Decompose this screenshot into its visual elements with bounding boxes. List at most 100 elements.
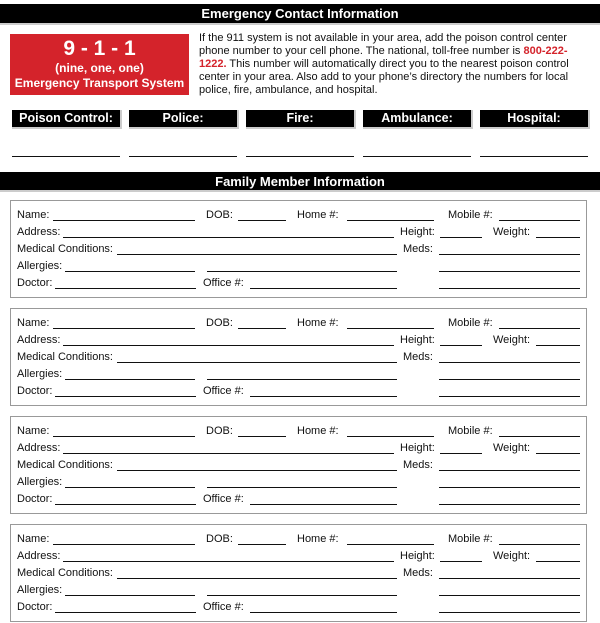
form-field[interactable] xyxy=(65,487,195,488)
form-field[interactable] xyxy=(439,470,580,471)
emergency-header: Emergency Contact Information xyxy=(0,4,600,25)
height-label: Height: xyxy=(400,334,435,346)
name-label: Name: xyxy=(17,317,50,329)
contact-field[interactable] xyxy=(129,156,237,157)
height-label: Height: xyxy=(400,442,435,454)
form-field[interactable] xyxy=(439,612,580,613)
form-field[interactable] xyxy=(250,396,397,397)
form-field[interactable] xyxy=(499,436,580,437)
form-field[interactable] xyxy=(238,436,286,437)
form-field[interactable] xyxy=(499,328,580,329)
weight-label: Weight: xyxy=(493,442,531,454)
form-field[interactable] xyxy=(439,271,580,272)
allergies-label: Allergies: xyxy=(17,584,63,596)
contact-field[interactable] xyxy=(363,156,471,157)
form-field[interactable] xyxy=(347,220,434,221)
form-field[interactable] xyxy=(536,237,580,238)
form-field[interactable] xyxy=(63,561,394,562)
form-field[interactable] xyxy=(439,504,580,505)
form-field[interactable] xyxy=(117,362,397,363)
form-field[interactable] xyxy=(117,578,397,579)
form-field[interactable] xyxy=(440,561,482,562)
form-field[interactable] xyxy=(63,345,394,346)
form-field[interactable] xyxy=(499,220,580,221)
allergies-label: Allergies: xyxy=(17,260,63,272)
form-field[interactable] xyxy=(439,362,580,363)
address-label: Address: xyxy=(17,226,61,238)
contact-label: Poison Control: xyxy=(12,110,122,129)
allergies-label: Allergies: xyxy=(17,476,63,488)
medical-label: Medical Conditions: xyxy=(17,459,113,471)
form-field[interactable] xyxy=(347,436,434,437)
form-field[interactable] xyxy=(238,328,286,329)
contact-label: Ambulance: xyxy=(363,110,473,129)
meds-label: Meds: xyxy=(403,351,433,363)
form-field[interactable] xyxy=(440,453,482,454)
form-field[interactable] xyxy=(63,453,394,454)
home-label: Home #: xyxy=(297,317,339,329)
form-field[interactable] xyxy=(65,595,195,596)
form-field[interactable] xyxy=(250,612,397,613)
form-field[interactable] xyxy=(439,595,580,596)
form-field[interactable] xyxy=(439,396,580,397)
intro-after: This number will automatically direct yo… xyxy=(199,58,569,96)
family-member-card: Name: DOB: Home #: Mobile #: Address: Height:… xyxy=(10,524,587,622)
dob-label: DOB: xyxy=(206,425,233,437)
form-field[interactable] xyxy=(63,237,394,238)
form-field[interactable] xyxy=(117,254,397,255)
form-field[interactable] xyxy=(207,379,397,380)
form-field[interactable] xyxy=(207,595,397,596)
form-field[interactable] xyxy=(536,453,580,454)
form-field[interactable] xyxy=(55,504,196,505)
form-field[interactable] xyxy=(55,396,196,397)
doctor-label: Doctor: xyxy=(17,493,53,505)
form-field[interactable] xyxy=(440,237,482,238)
form-field[interactable] xyxy=(53,544,195,545)
form-field[interactable] xyxy=(65,271,195,272)
form-field[interactable] xyxy=(207,487,397,488)
form-field[interactable] xyxy=(53,220,195,221)
intro-before: If the 911 system is not available in yo… xyxy=(199,32,567,57)
911-spoken: (nine, one, one) xyxy=(55,61,144,75)
office-label: Office #: xyxy=(203,277,244,289)
name-label: Name: xyxy=(17,533,50,545)
mobile-label: Mobile #: xyxy=(448,317,493,329)
form-field[interactable] xyxy=(53,436,195,437)
form-field[interactable] xyxy=(250,288,397,289)
form-field[interactable] xyxy=(347,328,434,329)
contact-field[interactable] xyxy=(246,156,354,157)
contact-label: Police: xyxy=(129,110,239,129)
address-label: Address: xyxy=(17,550,61,562)
form-field[interactable] xyxy=(536,561,580,562)
form-field[interactable] xyxy=(499,544,580,545)
doctor-label: Doctor: xyxy=(17,277,53,289)
form-field[interactable] xyxy=(238,220,286,221)
form-field[interactable] xyxy=(250,504,397,505)
form-field[interactable] xyxy=(65,379,195,380)
form-field[interactable] xyxy=(347,544,434,545)
form-field[interactable] xyxy=(53,328,195,329)
mobile-label: Mobile #: xyxy=(448,209,493,221)
medical-label: Medical Conditions: xyxy=(17,567,113,579)
911-number: 9 - 1 - 1 xyxy=(63,37,136,60)
form-field[interactable] xyxy=(439,379,580,380)
contact-field[interactable] xyxy=(480,156,588,157)
form-field[interactable] xyxy=(439,487,580,488)
form-field[interactable] xyxy=(536,345,580,346)
form-field[interactable] xyxy=(439,254,580,255)
form-field[interactable] xyxy=(440,345,482,346)
form-field[interactable] xyxy=(238,544,286,545)
form-field[interactable] xyxy=(439,578,580,579)
form-field[interactable] xyxy=(55,288,196,289)
weight-label: Weight: xyxy=(493,226,531,238)
family-header: Family Member Information xyxy=(0,172,600,192)
address-label: Address: xyxy=(17,334,61,346)
form-field[interactable] xyxy=(117,470,397,471)
form-field[interactable] xyxy=(207,271,397,272)
name-label: Name: xyxy=(17,209,50,221)
911-badge: 9 - 1 - 1 (nine, one, one) Emergency Tra… xyxy=(10,34,189,95)
contact-field[interactable] xyxy=(12,156,120,157)
form-field[interactable] xyxy=(439,288,580,289)
form-field[interactable] xyxy=(55,612,196,613)
contact-label: Hospital: xyxy=(480,110,590,129)
